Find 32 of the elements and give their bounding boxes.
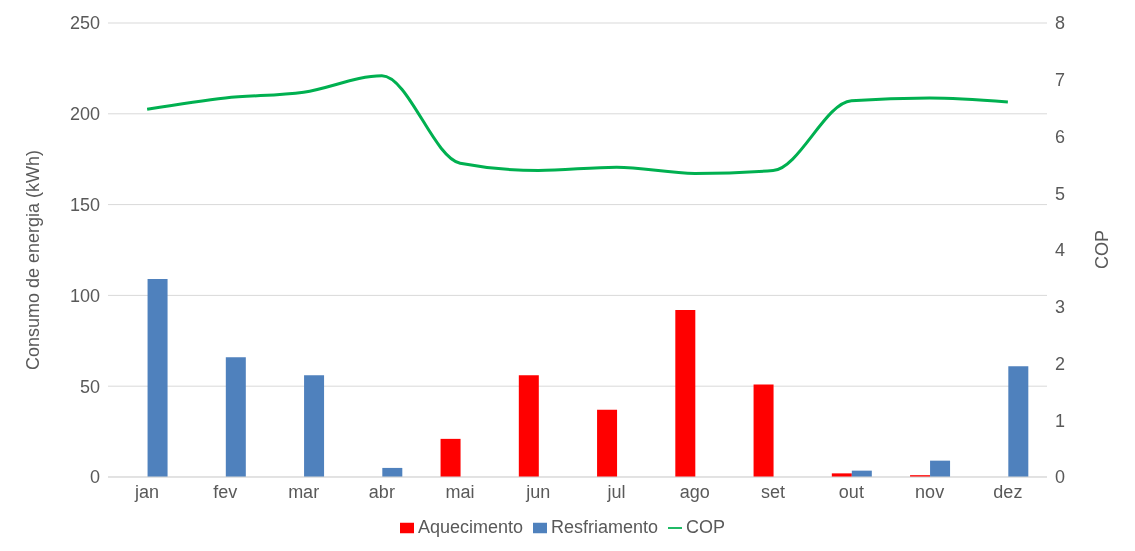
x-tick-label: dez	[993, 481, 1023, 502]
y2-tick-label: 0	[1055, 467, 1066, 488]
legend-label: Resfriamento	[551, 517, 659, 537]
y-tick-label: 50	[79, 376, 100, 397]
x-tick-label: nov	[915, 481, 945, 502]
y2-tick-label: 4	[1055, 240, 1066, 261]
x-tick-label: mar	[288, 481, 320, 502]
y-axis-title: Consumo de energia (kWh)	[23, 149, 44, 370]
y2-tick-label: 8	[1055, 13, 1066, 34]
y-tick-label: 100	[69, 285, 100, 306]
y-tick-label: 150	[69, 194, 100, 215]
legend-label: Aquecimento	[417, 517, 523, 537]
x-tick-label: set	[761, 481, 786, 502]
y-tick-label: 200	[69, 104, 100, 125]
x-tick-label: fev	[213, 481, 238, 502]
legend-label: COP	[686, 517, 726, 537]
x-tick-label: jun	[525, 481, 551, 502]
y-tick-label: 0	[89, 467, 100, 488]
x-tick-label: mai	[445, 481, 475, 502]
x-tick-label: abr	[368, 481, 395, 502]
y2-tick-label: 3	[1055, 297, 1066, 318]
y2-tick-label: 2	[1055, 353, 1066, 374]
y2-axis-title: COP	[1092, 230, 1113, 270]
x-tick-label: jan	[134, 481, 160, 502]
x-tick-label: out	[838, 481, 864, 502]
y2-tick-label: 6	[1055, 126, 1066, 147]
x-tick-label: ago	[679, 481, 710, 502]
y-tick-label: 250	[69, 13, 100, 34]
y2-tick-label: 1	[1055, 410, 1066, 431]
y2-tick-label: 7	[1055, 70, 1066, 91]
x-tick-label: jul	[606, 481, 626, 502]
y2-tick-label: 5	[1055, 183, 1066, 204]
